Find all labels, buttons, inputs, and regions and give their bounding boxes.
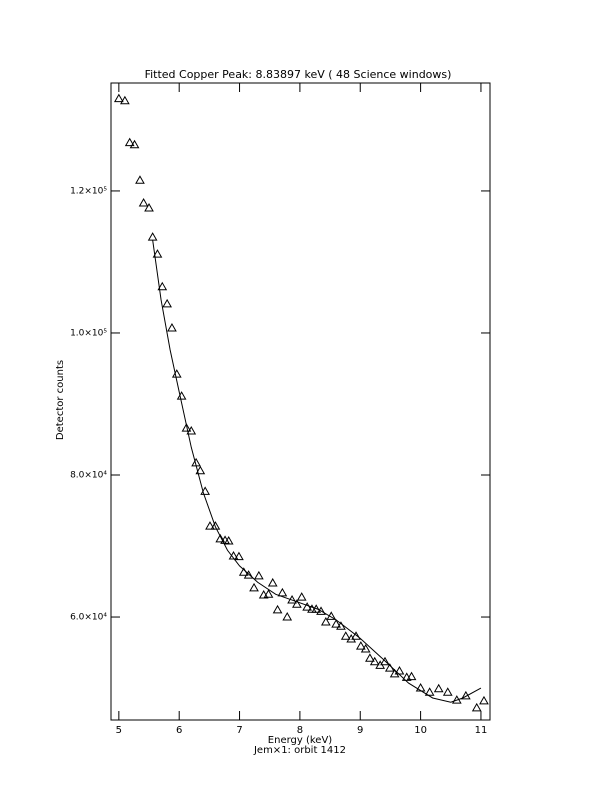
data-point [176,391,187,400]
data-point [234,551,244,561]
data-point [331,619,341,628]
data-point [336,621,346,630]
data-point [369,656,380,666]
data-point [282,612,293,621]
data-point [135,175,145,184]
y-tick-label: 1.2×10⁵ [70,186,107,196]
data-point [316,606,326,615]
data-point [162,298,172,308]
data-point [147,232,158,241]
data-point [249,582,259,592]
data-point [157,281,168,291]
data-point [210,521,221,530]
plot-frame [110,82,491,721]
x-tick-label: 9 [357,725,363,736]
y-tick-label: 1.0×10⁵ [70,328,107,338]
data-point [311,604,322,613]
data-point [205,521,215,530]
data-point [355,641,366,650]
data-point [389,668,400,678]
data-point [124,137,135,147]
data-point [406,671,417,681]
data-point [277,587,288,597]
data-point [113,93,124,103]
data-point [424,687,435,696]
data-point [223,536,234,545]
caption: Jem×1: orbit 1412 [253,745,346,756]
data-point [272,604,283,614]
x-tick-label: 10 [414,725,427,736]
x-tick-label: 6 [176,725,182,736]
chart-title: Fitted Copper Peak: 8.83897 keV ( 48 Sci… [145,68,452,81]
y-tick-label: 6.0×10⁴ [70,613,107,623]
data-point [181,423,192,432]
data-point [129,139,140,149]
x-tick-label: 7 [236,725,242,736]
data-point [144,202,154,212]
data-point [433,683,444,693]
data-point [479,695,489,705]
x-axis-label: Energy (keV) [268,735,333,746]
data-point [471,702,482,712]
data-point [167,322,177,332]
x-tick-label: 5 [116,725,122,736]
y-tick-label: 8.0×10⁴ [70,471,107,481]
data-point [346,634,357,643]
y-axis-label: Detector counts [55,360,66,440]
data-point [186,425,197,435]
data-point [215,533,226,543]
data-point [292,599,302,608]
data-point [120,95,130,105]
data-point [442,687,453,696]
data-point [171,369,182,378]
data-point [380,656,390,666]
x-tick-label: 11 [475,725,488,736]
data-point [267,577,278,587]
data-point [365,653,375,662]
data-point [351,631,361,640]
data-point [253,570,264,580]
data-point [195,465,206,475]
x-tick-label: 8 [297,725,303,736]
data-point [296,592,307,601]
data-point [263,589,274,598]
data-point [152,249,163,258]
data-point [243,570,254,579]
fit-line [152,239,482,703]
data-point [360,643,371,653]
data-point [340,631,351,640]
data-point [138,198,149,207]
data-point [320,616,331,626]
